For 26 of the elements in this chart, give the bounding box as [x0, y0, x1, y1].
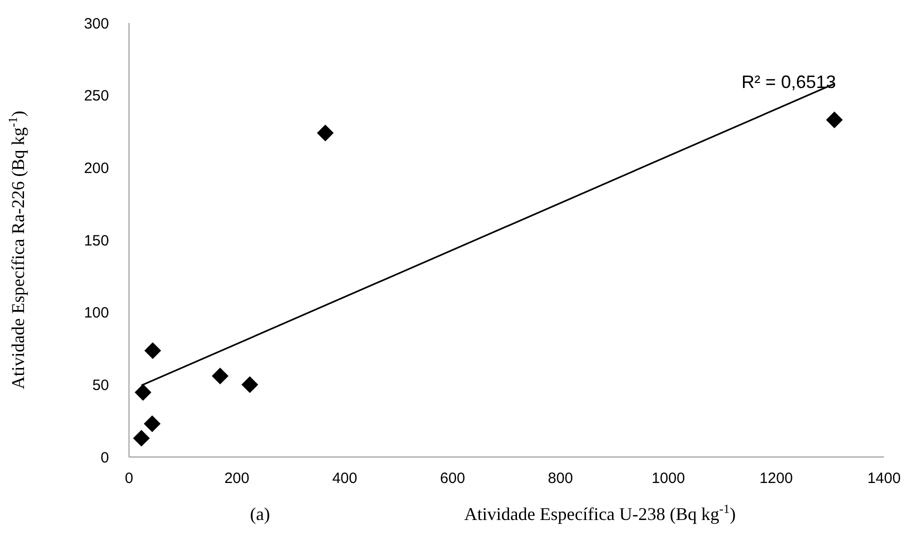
x-tick-label: 1400 — [867, 470, 901, 487]
text: (a) — [250, 504, 270, 524]
y-tick-label: 0 — [100, 449, 109, 466]
y-tick-label: 100 — [84, 304, 109, 322]
point — [212, 368, 229, 384]
x-tick-label: 200 — [224, 470, 250, 487]
point — [133, 430, 150, 447]
x-axis-title: Atividade Específica U-238 (Bq kg$^{-1}$) — [464, 502, 736, 524]
point — [144, 415, 161, 432]
point — [134, 384, 152, 401]
y-tick-label: 300 — [84, 15, 109, 32]
y-tick-label: 200 — [84, 160, 109, 177]
x-tick-label: 400 — [332, 470, 358, 487]
x-tick-label: 600 — [440, 470, 466, 487]
x-tick-label: 1200 — [759, 470, 793, 487]
point — [826, 112, 843, 128]
x-tick-label: 1000 — [652, 470, 685, 487]
point — [241, 376, 258, 394]
x-tick-label: 0 — [124, 470, 134, 487]
y-tick-label: 50 — [92, 376, 109, 394]
point — [144, 342, 162, 360]
x-tick-label: 800 — [548, 470, 573, 487]
point — [316, 124, 334, 142]
y-tick-label: 150 — [84, 232, 109, 250]
annotation: R² = 0,6513 — [741, 72, 836, 92]
y-tick-label: 250 — [84, 88, 109, 105]
